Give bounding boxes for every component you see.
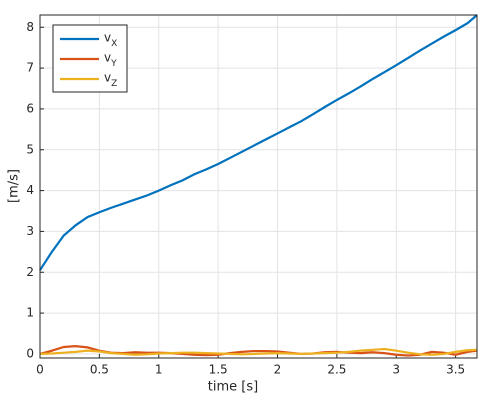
y-tick-label: 4 [26,183,34,197]
line-series [39,347,478,356]
y-tick-label: 5 [26,142,34,156]
y-tick-label: 7 [26,61,34,75]
legend-subscript: X [111,39,117,49]
x-tick-label: 0 [36,363,44,377]
x-tick-label: 2 [274,363,282,377]
y-tick-label: 8 [26,20,34,34]
legend-subscript: Z [111,79,117,89]
x-tick-label: 1 [155,363,163,377]
legend-subscript: Y [110,59,117,69]
x-tick-label: 2.5 [327,363,346,377]
y-tick-label: 1 [26,306,34,320]
x-tick-label: 1.5 [209,363,228,377]
x-tick-label: 3 [392,363,400,377]
y-tick-label: 2 [26,265,34,279]
y-tick-label: 6 [26,101,34,115]
x-tick-label: 0.5 [90,363,109,377]
y-axis-label: [m/s] [7,169,22,203]
y-tick-label: 0 [26,346,34,360]
x-tick-label: 3.5 [446,363,465,377]
line-series [39,14,478,271]
axes-box [39,14,478,359]
x-axis-label: time [s] [208,380,258,395]
y-tick-label: 3 [26,224,34,238]
